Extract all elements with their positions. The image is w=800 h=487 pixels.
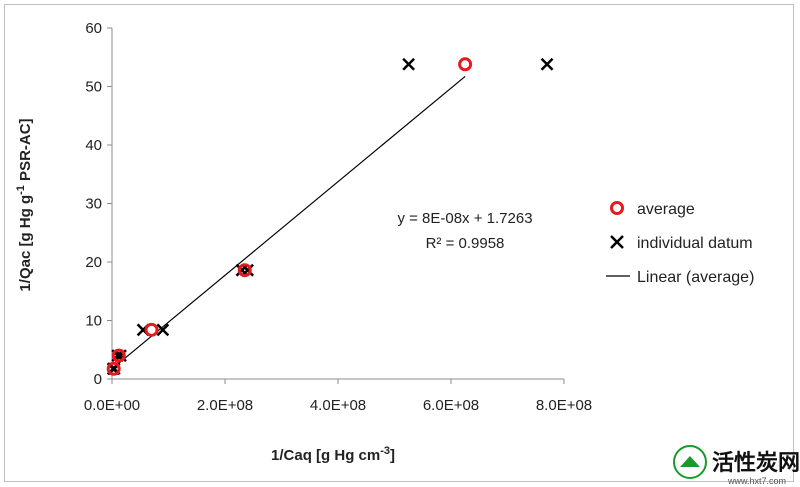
- watermark-text: 活性炭网: [712, 450, 800, 475]
- x-tick-label: 8.0E+08: [536, 397, 592, 414]
- y-tick-label: 0: [94, 371, 102, 388]
- average-point: [111, 348, 126, 363]
- x-tick-label: 2.0E+08: [197, 397, 253, 414]
- datum-x-marker: [156, 323, 170, 337]
- watermark-logo-icon: [673, 445, 707, 479]
- watermark-logo: 活性炭网 www.hxt7.com: [673, 445, 800, 486]
- legend-linear-label: Linear (average): [637, 269, 754, 286]
- trendline-r2: R² = 0.9958: [426, 235, 505, 252]
- legend-individual-marker: [610, 235, 624, 249]
- chart-frame: [4, 4, 794, 482]
- legend-average-marker: [610, 201, 624, 215]
- legend-individual-label: individual datum: [637, 235, 753, 252]
- trendline-layer: [111, 75, 466, 370]
- y-tick-label: 30: [85, 196, 102, 213]
- datum-x-stroke: [540, 57, 554, 71]
- datum-x-marker: [540, 57, 554, 71]
- datum-x-marker: [402, 57, 416, 71]
- datum-x-stroke: [156, 323, 170, 337]
- y-tick-label: 10: [85, 313, 102, 330]
- watermark-house-icon: [680, 456, 700, 467]
- axis-ticks: 0 10 20 30 40 50 60 0.0E+00 2.0E+08 4.0E+08 6.0E+0…: [84, 20, 592, 414]
- y-axis-title: 1/Qac [g Hg g-1 PSR-AC]: [15, 118, 34, 291]
- average-point: [237, 263, 252, 278]
- watermark-url: www.hxt7.com: [727, 476, 786, 486]
- datum-x-stroke: [241, 263, 254, 277]
- y-tick-label: 40: [85, 137, 102, 154]
- y-tick-label: 60: [85, 20, 102, 37]
- y-tick-label: 50: [85, 79, 102, 96]
- y-tick-label: 20: [85, 254, 102, 271]
- data-marks: [106, 57, 554, 376]
- trendline: [111, 75, 466, 370]
- x-tick-label: 6.0E+08: [423, 397, 479, 414]
- datum-x-marker: [241, 263, 254, 277]
- plot-axes: [111, 28, 564, 380]
- trendline-equation: y = 8E-08x + 1.7263: [397, 210, 532, 227]
- datum-x-stroke: [402, 57, 416, 71]
- average-point: [106, 361, 121, 376]
- legend-average-label: average: [637, 201, 695, 218]
- x-axis-title: 1/Caq [g Hg cm-3]: [271, 445, 395, 464]
- average-point: [458, 57, 473, 72]
- average-point: [144, 322, 159, 337]
- x-tick-label: 4.0E+08: [310, 397, 366, 414]
- x-tick-label: 0.0E+00: [84, 397, 140, 414]
- legend: average individual datum Linear (average…: [606, 201, 754, 286]
